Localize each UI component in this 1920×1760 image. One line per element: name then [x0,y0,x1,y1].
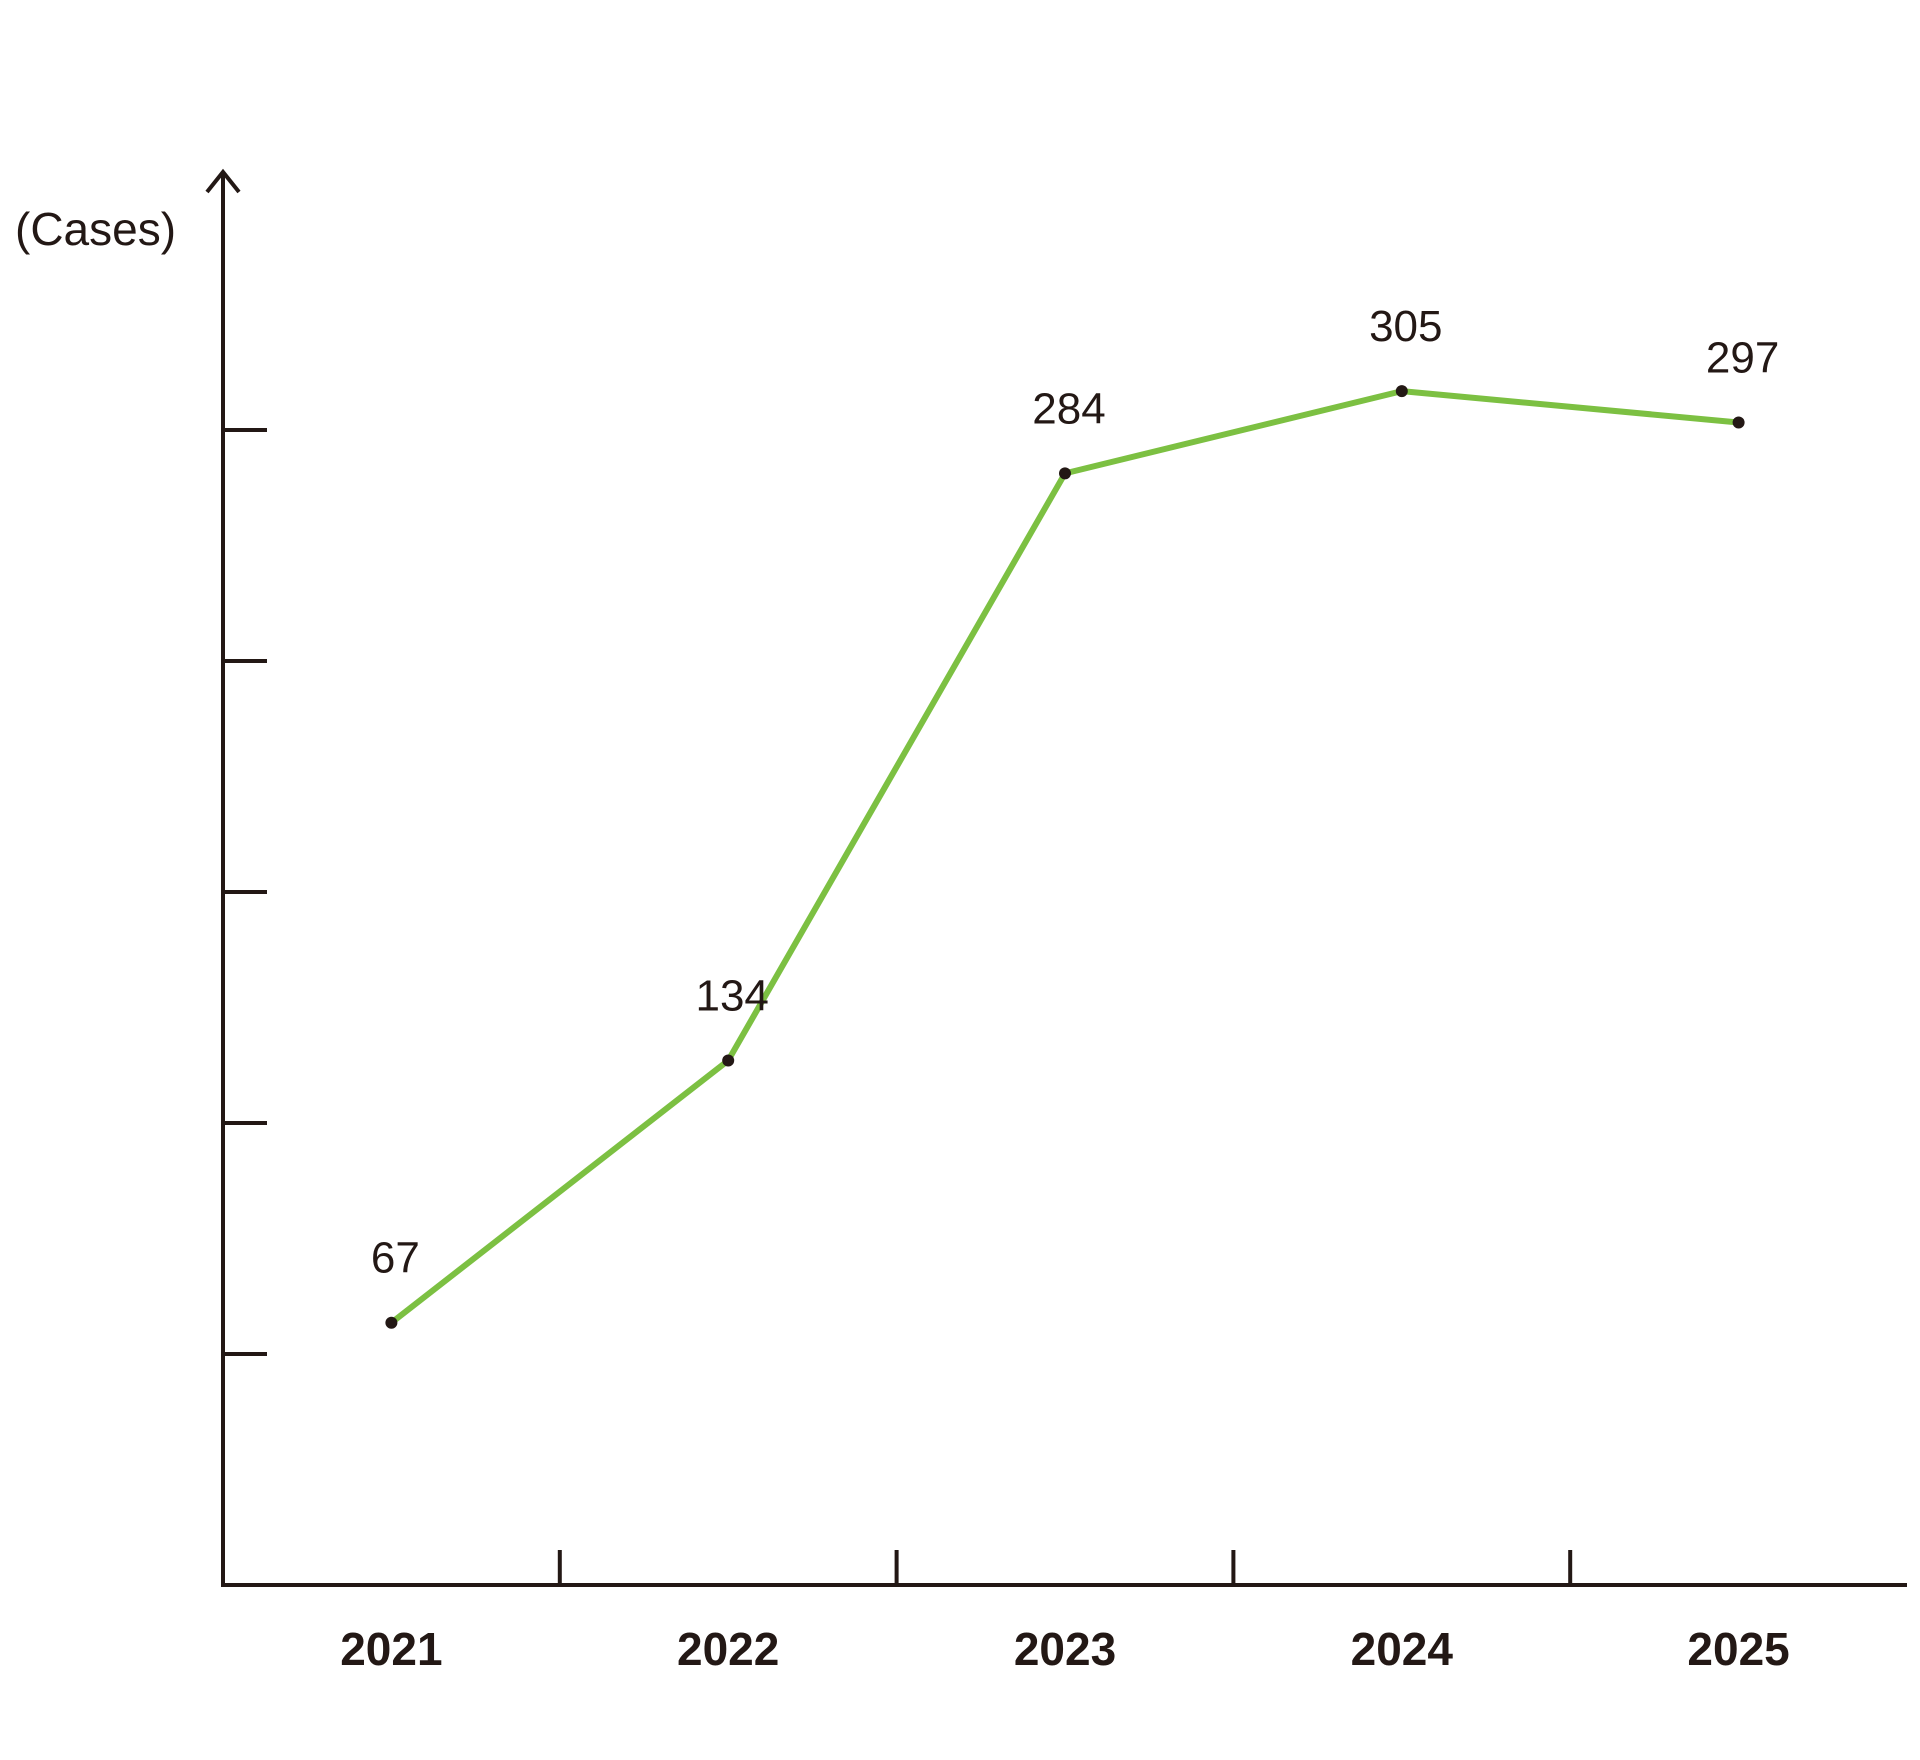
data-point [1395,385,1408,398]
data-point [1059,467,1071,480]
category-label: 2023 [1014,1623,1116,1675]
data-label: 297 [1706,333,1779,382]
data-label: 67 [371,1234,420,1283]
y-axis-unit-label: (Cases) [15,203,176,255]
category-label: 2025 [1687,1623,1789,1675]
data-point [722,1054,735,1067]
data-label: 134 [695,971,768,1020]
data-point [1732,416,1745,429]
data-label: 305 [1369,302,1442,351]
category-label: 2024 [1351,1623,1454,1675]
x-ticks [557,1550,1573,1585]
y-axis-arrow [205,168,241,194]
category-labels: 2021 2022 2023 2024 2025 [340,1623,1790,1675]
series-layer: 67 134 284 305 297 [371,302,1779,1329]
category-label: 2022 [677,1623,779,1675]
data-label: 284 [1032,384,1105,433]
category-label: 2021 [340,1623,442,1675]
y-ticks [223,428,267,1356]
axes [205,168,1907,1587]
series-line [388,388,1742,1326]
data-point [385,1316,398,1329]
